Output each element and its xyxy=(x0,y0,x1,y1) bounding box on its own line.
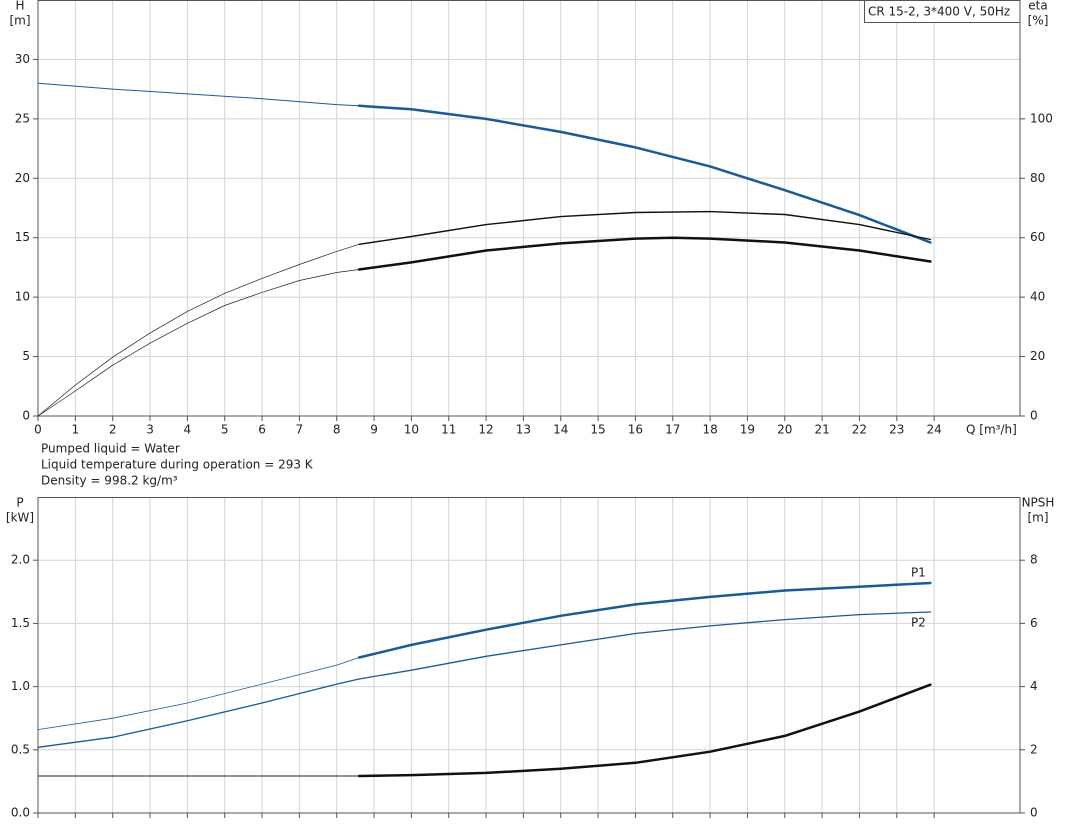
series-label: P1 xyxy=(911,565,926,579)
y2-tick-label: 2 xyxy=(1030,742,1038,756)
title-box xyxy=(864,0,1021,23)
x-tick-label: 14 xyxy=(553,423,568,437)
series-label: P2 xyxy=(911,616,926,630)
x-tick-label: 7 xyxy=(296,423,304,437)
curve xyxy=(357,236,932,271)
y-axis-label: [m] xyxy=(9,14,30,28)
y-tick-label: 10 xyxy=(15,290,30,304)
curve xyxy=(357,581,932,659)
x-tick-label: 15 xyxy=(590,423,605,437)
y2-tick-label: 80 xyxy=(1030,171,1045,185)
y-tick-label: 0.0 xyxy=(11,806,30,820)
y-tick-label: 0.5 xyxy=(11,742,30,756)
y2-tick-label: 40 xyxy=(1030,290,1045,304)
y2-tick-label: 6 xyxy=(1030,616,1038,630)
y-tick-label: 0 xyxy=(22,409,30,423)
y2-tick-label: 100 xyxy=(1030,111,1053,125)
y-tick-label: 5 xyxy=(22,349,30,363)
y2-axis-label: NPSH xyxy=(1022,496,1055,510)
chart-title: CR 15-2, 3*400 V, 50Hz xyxy=(868,5,1010,19)
curve xyxy=(37,657,360,730)
y2-axis-label: [%] xyxy=(1028,14,1049,28)
y2-tick-label: 0 xyxy=(1030,806,1038,820)
x-tick-label: 5 xyxy=(221,423,229,437)
curve xyxy=(358,210,932,245)
curve xyxy=(37,611,932,748)
x-tick-label: 10 xyxy=(404,423,419,437)
x-tick-label: 20 xyxy=(777,423,792,437)
x-tick-label: 23 xyxy=(889,423,904,437)
y-tick-label: 15 xyxy=(15,230,30,244)
x-tick-label: 6 xyxy=(258,423,266,437)
y2-axis-label: eta xyxy=(1028,0,1047,13)
curve xyxy=(37,269,360,417)
x-tick-label: 12 xyxy=(478,423,493,437)
x-tick-label: 13 xyxy=(516,423,531,437)
curve xyxy=(357,104,932,244)
curve xyxy=(37,243,360,417)
plot-frame xyxy=(37,0,1021,417)
x-tick-label: 21 xyxy=(814,423,829,437)
y-tick-label: 25 xyxy=(15,111,30,125)
y2-tick-label: 0 xyxy=(1030,409,1038,423)
x-tick-label: 24 xyxy=(926,423,941,437)
x-tick-label: 19 xyxy=(740,423,755,437)
annotation: Density = 998.2 kg/m³ xyxy=(41,474,178,488)
y2-tick-label: 8 xyxy=(1030,553,1038,567)
x-axis-label: Q [m³/h] xyxy=(966,423,1017,437)
x-tick-label: 16 xyxy=(628,423,643,437)
y-axis-label: P xyxy=(16,496,23,510)
x-tick-label: 4 xyxy=(184,423,192,437)
y-tick-label: 30 xyxy=(15,52,30,66)
y-tick-label: 1.5 xyxy=(11,616,30,630)
annotation: Liquid temperature during operation = 29… xyxy=(41,458,314,472)
y2-tick-label: 4 xyxy=(1030,679,1038,693)
curve xyxy=(37,82,360,107)
y-tick-label: 20 xyxy=(15,171,30,185)
y-axis-label: H xyxy=(15,0,24,13)
x-tick-label: 0 xyxy=(34,423,42,437)
x-tick-label: 1 xyxy=(72,423,80,437)
y-tick-label: 2.0 xyxy=(11,553,30,567)
x-tick-label: 3 xyxy=(146,423,154,437)
annotation: Pumped liquid = Water xyxy=(41,442,180,456)
y2-axis-label: [m] xyxy=(1027,511,1048,525)
x-tick-label: 22 xyxy=(852,423,867,437)
y-axis-label: [kW] xyxy=(6,511,34,525)
curve xyxy=(357,683,932,778)
x-tick-label: 9 xyxy=(370,423,378,437)
x-tick-label: 2 xyxy=(109,423,117,437)
x-tick-label: 8 xyxy=(333,423,341,437)
y2-tick-label: 60 xyxy=(1030,230,1045,244)
y-tick-label: 1.0 xyxy=(11,679,30,693)
plot-frame xyxy=(37,497,1021,814)
x-tick-label: 11 xyxy=(441,423,456,437)
x-tick-label: 17 xyxy=(665,423,680,437)
x-tick-label: 18 xyxy=(702,423,717,437)
y2-tick-label: 20 xyxy=(1030,349,1045,363)
